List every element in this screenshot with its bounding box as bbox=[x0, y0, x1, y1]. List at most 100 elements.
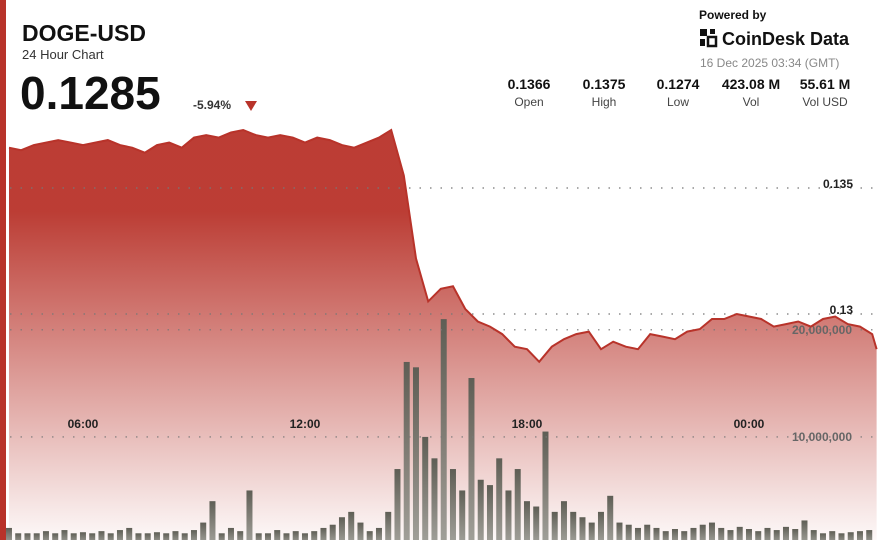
price: 0.1285 bbox=[20, 67, 161, 119]
volume-bar bbox=[653, 527, 660, 540]
volume-bar bbox=[329, 524, 336, 540]
volume-bar bbox=[708, 522, 715, 540]
powered-by: Powered by bbox=[699, 8, 767, 22]
stat: 55.61 M Vol USD bbox=[790, 76, 860, 109]
volume-bar bbox=[607, 495, 614, 540]
volume-bar bbox=[616, 522, 623, 540]
volume-bar bbox=[42, 531, 49, 540]
volume-bar bbox=[274, 530, 281, 540]
volume-bar bbox=[209, 501, 216, 540]
volume-bar bbox=[829, 531, 836, 540]
volume-bar bbox=[782, 526, 789, 540]
volume-bar bbox=[847, 532, 854, 540]
stat-label: Vol bbox=[742, 95, 760, 109]
volume-bar bbox=[135, 533, 142, 540]
volume-bar bbox=[699, 524, 706, 540]
stat-value: 0.1274 bbox=[656, 76, 700, 92]
stat-label: Open bbox=[514, 95, 544, 109]
volume-bar bbox=[533, 506, 540, 540]
volume-bar bbox=[6, 527, 12, 540]
volume-bar bbox=[819, 533, 826, 540]
y-tick-label: 0.135 bbox=[823, 177, 853, 191]
volume-bar bbox=[394, 469, 401, 540]
volume-bar bbox=[24, 533, 31, 540]
volume-bar bbox=[70, 533, 77, 540]
volume-bar bbox=[375, 527, 382, 540]
volume-bar bbox=[690, 527, 697, 540]
volume-bar bbox=[551, 511, 558, 540]
volume-bar bbox=[181, 533, 188, 540]
volume-bar bbox=[486, 485, 493, 540]
volume-bar bbox=[625, 524, 632, 540]
volume-bar bbox=[246, 490, 253, 540]
volume-bar bbox=[671, 529, 678, 540]
volume-bar bbox=[172, 531, 179, 540]
volume-bar bbox=[496, 458, 503, 540]
stat: 0.1274 Low bbox=[643, 76, 713, 109]
y2-tick-label: 20,000,000 bbox=[792, 323, 852, 337]
x-tick-label: 00:00 bbox=[734, 417, 765, 431]
volume-bar bbox=[52, 533, 59, 540]
volume-bar bbox=[718, 527, 725, 540]
stat: 423.08 M Vol bbox=[716, 76, 786, 109]
volume-bar bbox=[61, 530, 68, 540]
volume-bar bbox=[764, 527, 771, 540]
stat-label: Vol USD bbox=[802, 95, 848, 109]
brand: CoinDesk Data bbox=[722, 29, 850, 49]
volume-bar bbox=[338, 517, 345, 540]
volume-bar bbox=[116, 530, 123, 540]
volume-bar bbox=[727, 530, 734, 540]
title: DOGE-USD bbox=[22, 20, 146, 46]
volume-bar bbox=[681, 531, 688, 540]
volume-bar bbox=[107, 533, 114, 540]
volume-bar bbox=[755, 531, 762, 540]
down-arrow bbox=[245, 101, 257, 111]
logo-icon bbox=[700, 29, 718, 48]
volume-bar bbox=[153, 532, 160, 540]
volume-bar bbox=[866, 530, 873, 540]
y2-tick-label: 10,000,000 bbox=[792, 430, 852, 444]
volume-bar bbox=[33, 533, 40, 540]
volume-bar bbox=[301, 533, 308, 540]
volume-bar bbox=[144, 533, 151, 540]
stat-label: High bbox=[591, 95, 617, 109]
volume-bar bbox=[366, 531, 373, 540]
volume-bar bbox=[662, 531, 669, 540]
volume-bar bbox=[311, 531, 318, 540]
volume-bar bbox=[227, 527, 234, 540]
volume-bar bbox=[403, 361, 410, 540]
volume-bar bbox=[385, 511, 392, 540]
stat-value: 0.1366 bbox=[507, 76, 551, 92]
volume-bar bbox=[588, 522, 595, 540]
x-tick-label: 18:00 bbox=[512, 417, 543, 431]
stat: 0.1375 High bbox=[569, 76, 639, 109]
stat-value: 0.1375 bbox=[582, 76, 626, 92]
volume-bar bbox=[634, 527, 641, 540]
volume-bar bbox=[320, 527, 327, 540]
volume-bar bbox=[79, 532, 86, 540]
volume-bar bbox=[644, 524, 651, 540]
timestamp: 16 Dec 2025 03:34 (GMT) bbox=[700, 56, 840, 70]
stat-value: 423.08 M bbox=[721, 76, 781, 92]
volume-bar bbox=[357, 522, 364, 540]
volume-bar bbox=[597, 511, 604, 540]
volume-bar bbox=[292, 531, 299, 540]
volume-bar bbox=[218, 533, 225, 540]
volume-bar bbox=[126, 527, 133, 540]
volume-bar bbox=[523, 501, 530, 540]
volume-bar bbox=[283, 533, 290, 540]
volume-bar bbox=[431, 458, 438, 540]
volume-bar bbox=[736, 526, 743, 540]
y-tick-label: 0.13 bbox=[830, 303, 854, 317]
volume-bar bbox=[89, 533, 96, 540]
volume-bar bbox=[579, 517, 586, 540]
volume-bar bbox=[440, 319, 447, 540]
volume-bar bbox=[856, 531, 863, 540]
volume-bar bbox=[255, 533, 262, 540]
volume-bar bbox=[459, 490, 466, 540]
volume-bar bbox=[477, 479, 484, 540]
volume-bar bbox=[200, 522, 207, 540]
volume-bar bbox=[348, 511, 355, 540]
